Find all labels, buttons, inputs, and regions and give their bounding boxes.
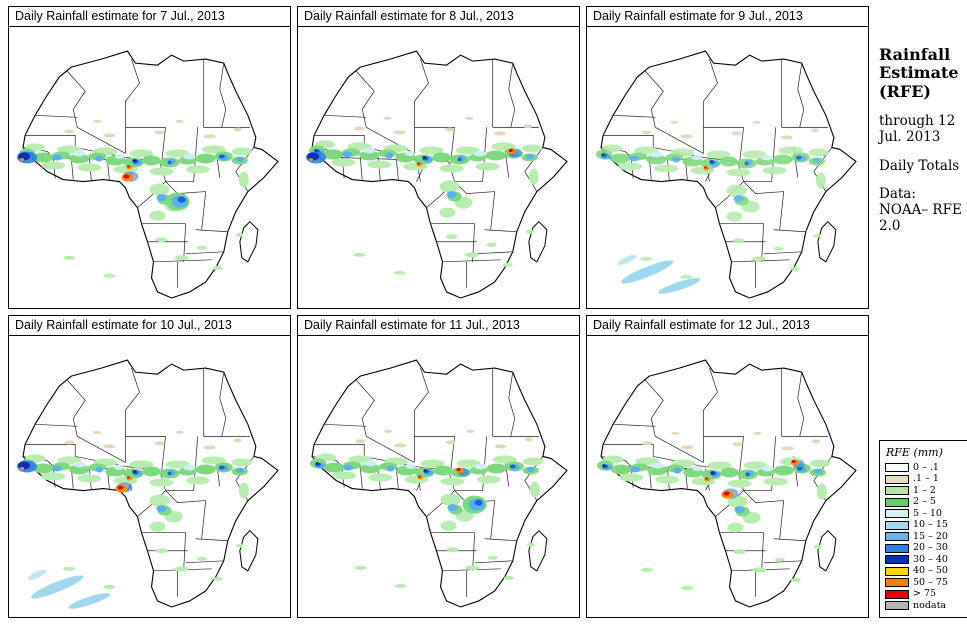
legend-label: 40 – 50 — [913, 565, 948, 576]
legend-swatch — [885, 486, 909, 495]
legend-label: 1 – 2 — [913, 484, 936, 496]
legend-row: 0 – .1 — [885, 461, 963, 473]
legend-row: 10 – 15 — [885, 520, 963, 530]
legend-label: 10 – 15 — [913, 519, 948, 530]
legend-label: 0 – .1 — [913, 461, 939, 473]
legend-swatch — [885, 589, 909, 599]
legend-row: 15 – 20 — [885, 530, 963, 542]
legend-label: 15 – 20 — [913, 530, 948, 542]
map-panel-9jul: Daily Rainfall estimate for 9 Jul., 2013 — [586, 6, 869, 309]
legend-label: 50 – 75 — [913, 576, 948, 588]
legend-swatch — [885, 578, 909, 587]
legend-row: 2 – 5 — [885, 497, 963, 507]
africa-rainfall-map — [586, 26, 869, 309]
legend-label: 30 – 40 — [913, 553, 948, 565]
legend-swatch — [885, 509, 909, 518]
panel-title: Daily Rainfall estimate for 7 Jul., 2013 — [8, 6, 291, 27]
legend-row: 5 – 10 — [885, 507, 963, 519]
sidebar-data-source: Data: NOAA– RFE 2.0 — [879, 185, 962, 235]
legend-row: nodata — [885, 599, 963, 611]
rfe-legend: RFE (mm) 0 – .1 .1 – 1 1 – 2 2 – 5 5 – 1… — [879, 439, 967, 618]
legend-swatch — [885, 543, 909, 553]
africa-rainfall-map — [8, 335, 291, 618]
map-panel-12jul: Daily Rainfall estimate for 12 Jul., 201… — [586, 315, 869, 618]
map-panel-11jul: Daily Rainfall estimate for 11 Jul., 201… — [297, 315, 580, 618]
map-grid: Daily Rainfall estimate for 7 Jul., 2013… — [8, 6, 869, 618]
info-sidebar: Rainfall Estimate (RFE) through 12 Jul. … — [869, 0, 967, 626]
legend-swatch — [885, 555, 909, 564]
panel-title: Daily Rainfall estimate for 11 Jul., 201… — [297, 315, 580, 336]
legend-row: > 75 — [885, 589, 963, 599]
panel-title: Daily Rainfall estimate for 10 Jul., 201… — [8, 315, 291, 336]
africa-rainfall-map — [8, 26, 291, 309]
map-panel-8jul: Daily Rainfall estimate for 8 Jul., 2013 — [297, 6, 580, 309]
map-panel-10jul: Daily Rainfall estimate for 10 Jul., 201… — [8, 315, 291, 618]
legend-swatch — [885, 474, 909, 484]
legend-label: 5 – 10 — [913, 507, 942, 519]
legend-label: .1 – 1 — [913, 473, 939, 484]
legend-label: 20 – 30 — [913, 542, 948, 553]
legend-swatch — [885, 566, 909, 576]
panel-title: Daily Rainfall estimate for 9 Jul., 2013 — [586, 6, 869, 27]
legend-swatch — [885, 463, 909, 472]
sidebar-through: through 12 Jul. 2013 — [879, 113, 956, 146]
map-panel-7jul: Daily Rainfall estimate for 7 Jul., 2013 — [8, 6, 291, 309]
legend-swatch — [885, 532, 909, 541]
sidebar-daily-totals: Daily Totals — [879, 157, 960, 174]
legend-row: 40 – 50 — [885, 566, 963, 576]
legend-label: > 75 — [913, 588, 937, 599]
legend-row: 30 – 40 — [885, 553, 963, 565]
legend-title: RFE (mm) — [886, 445, 943, 459]
legend-swatch — [885, 520, 909, 530]
legend-swatch — [885, 601, 909, 610]
legend-swatch — [885, 497, 909, 507]
legend-label: nodata — [913, 599, 947, 611]
africa-rainfall-map — [297, 335, 580, 618]
sidebar-title: Rainfall Estimate (RFE) — [879, 45, 959, 101]
legend-row: .1 – 1 — [885, 474, 963, 484]
panel-title: Daily Rainfall estimate for 8 Jul., 2013 — [297, 6, 580, 27]
legend-label: 2 – 5 — [913, 496, 936, 507]
panel-title: Daily Rainfall estimate for 12 Jul., 201… — [586, 315, 869, 336]
africa-rainfall-map — [586, 335, 869, 618]
legend-row: 1 – 2 — [885, 484, 963, 496]
africa-rainfall-map — [297, 26, 580, 309]
legend-row: 20 – 30 — [885, 543, 963, 553]
legend-row: 50 – 75 — [885, 576, 963, 588]
